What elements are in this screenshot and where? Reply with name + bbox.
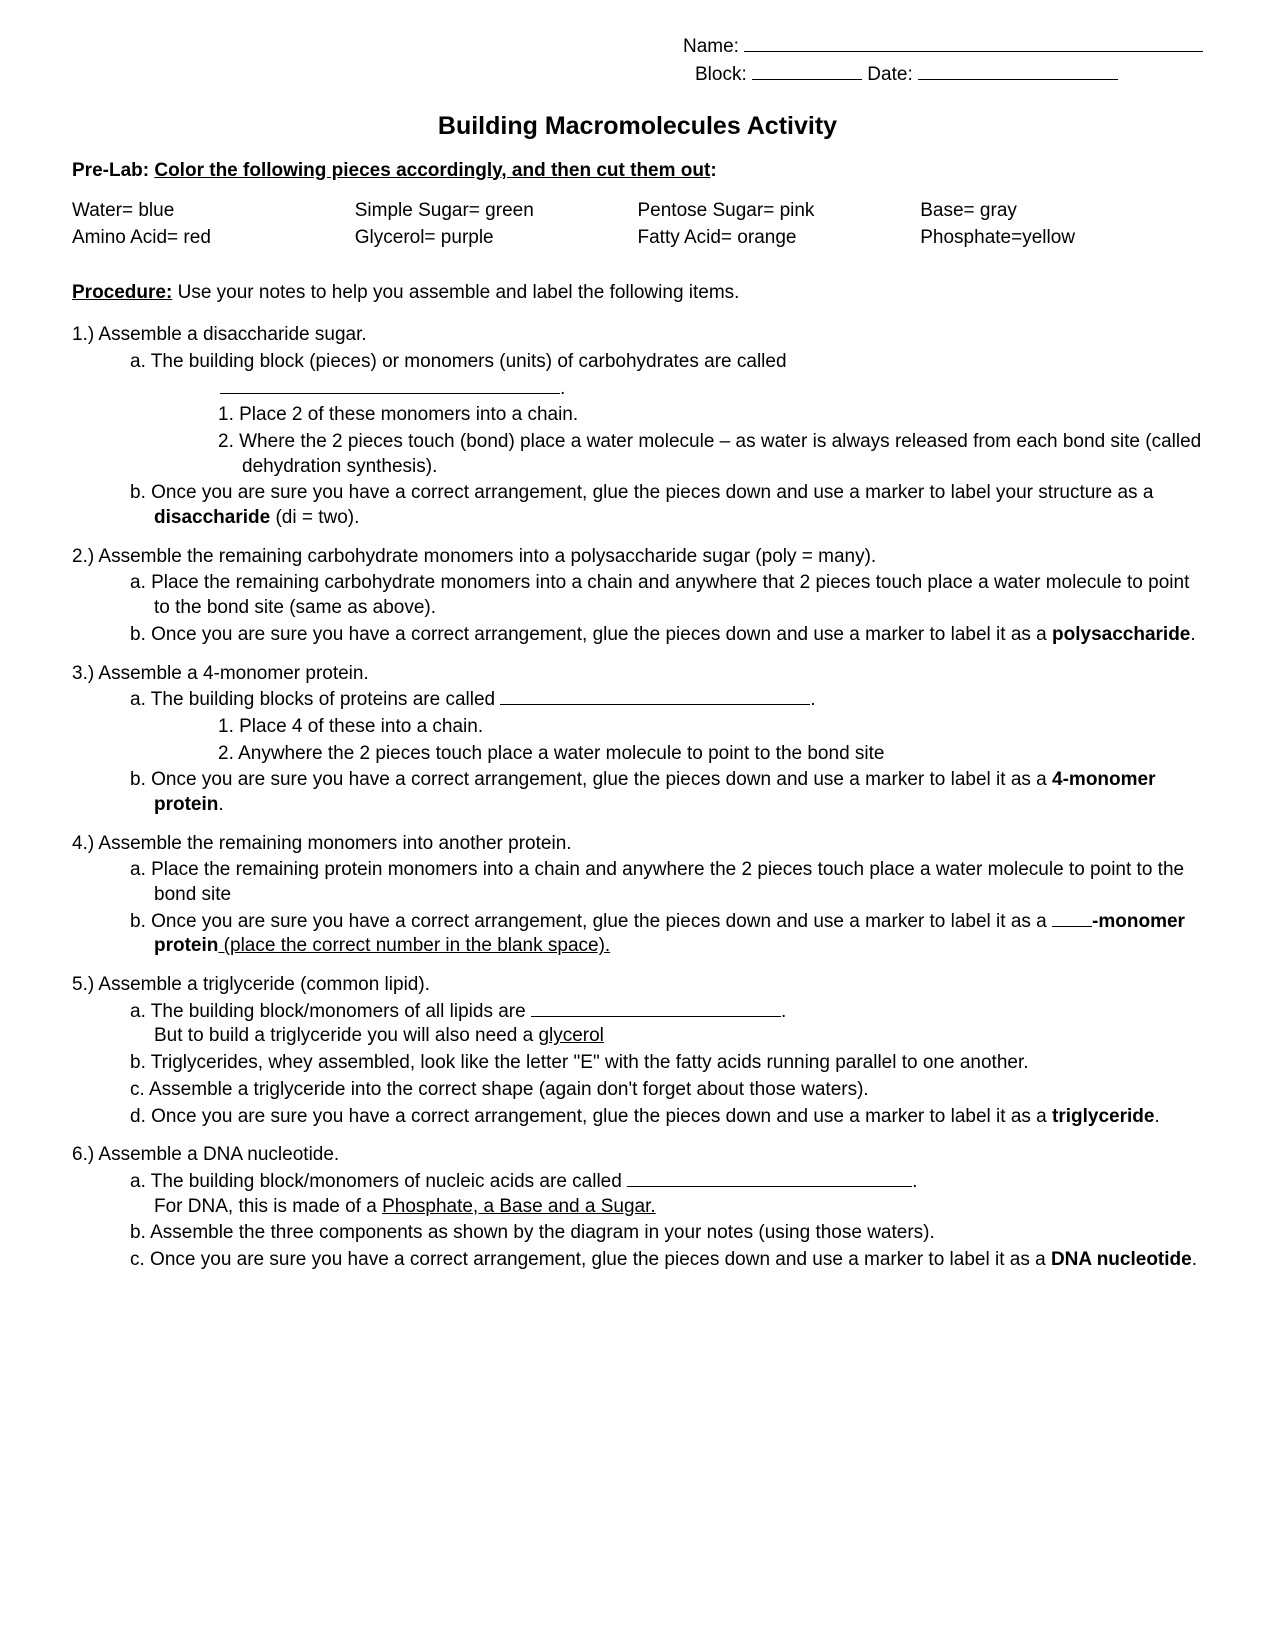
step-1-a-suffix: . (560, 378, 565, 399)
step-1-b: b. Once you are sure you have a correct … (72, 481, 1203, 530)
procedure-label: Procedure: (72, 282, 172, 303)
name-label: Name: (683, 35, 744, 60)
step-1-b-bold: disaccharide (154, 507, 270, 528)
step-6-c-bold: DNA nucleotide (1051, 1249, 1192, 1270)
prelab-line: Pre-Lab: Color the following pieces acco… (72, 159, 1203, 184)
step-3-a-blank[interactable] (500, 689, 810, 705)
step-2-b-post: . (1190, 624, 1195, 645)
step-5-a: a. The building block/monomers of all li… (72, 1000, 1203, 1049)
step-3-head: 3.) Assemble a 4-monomer protein. (72, 662, 1203, 687)
step-3: 3.) Assemble a 4-monomer protein. a. The… (72, 662, 1203, 818)
step-4-b-post: (place the correct number in the blank s… (218, 935, 610, 956)
step-5-a-post: . (781, 1001, 786, 1022)
step-6-head: 6.) Assemble a DNA nucleotide. (72, 1143, 1203, 1168)
step-2-b-pre: b. Once you are sure you have a correct … (130, 624, 1052, 645)
step-5-d-bold: triglyceride (1052, 1106, 1154, 1127)
key-phosphate: Phosphate=yellow (920, 226, 1203, 251)
color-col-3: Pentose Sugar= pink Fatty Acid= orange (638, 199, 921, 252)
step-5-head: 5.) Assemble a triglyceride (common lipi… (72, 973, 1203, 998)
step-6: 6.) Assemble a DNA nucleotide. a. The bu… (72, 1143, 1203, 1272)
step-4-b-blank[interactable] (1052, 911, 1092, 927)
step-3-sub2: 2. Anywhere the 2 pieces touch place a w… (72, 742, 1203, 767)
step-1-sub2: 2. Where the 2 pieces touch (bond) place… (72, 430, 1203, 479)
step-5-d-post: . (1154, 1106, 1159, 1127)
step-4-a: a. Place the remaining protein monomers … (72, 858, 1203, 907)
step-2-head: 2.) Assemble the remaining carbohydrate … (72, 545, 1203, 570)
step-5-d-pre: d. Once you are sure you have a correct … (130, 1106, 1052, 1127)
worksheet-page: Name: Block: Date: Building Macromolecul… (0, 0, 1275, 1651)
step-5-c: c. Assemble a triglyceride into the corr… (72, 1078, 1203, 1103)
step-6-b: b. Assemble the three components as show… (72, 1221, 1203, 1246)
step-6-a-line2-u: Phosphate, a Base and a Sugar. (382, 1196, 656, 1217)
step-6-c-pre: c. Once you are sure you have a correct … (130, 1249, 1051, 1270)
step-6-a-post: . (912, 1171, 917, 1192)
key-amino-acid: Amino Acid= red (72, 226, 355, 251)
step-4-b-pre: b. Once you are sure you have a correct … (130, 911, 1052, 932)
step-4-head: 4.) Assemble the remaining monomers into… (72, 832, 1203, 857)
procedure-text: Use your notes to help you assemble and … (172, 282, 739, 303)
key-pentose-sugar: Pentose Sugar= pink (638, 199, 921, 224)
key-simple-sugar: Simple Sugar= green (355, 199, 638, 224)
step-4: 4.) Assemble the remaining monomers into… (72, 832, 1203, 959)
page-title: Building Macromolecules Activity (72, 110, 1203, 143)
step-3-b: b. Once you are sure you have a correct … (72, 768, 1203, 817)
step-5-a-line2-pre: But to build a triglyceride you will als… (154, 1025, 538, 1046)
key-base: Base= gray (920, 199, 1203, 224)
step-3-a: a. The building blocks of proteins are c… (72, 688, 1203, 713)
block-blank[interactable] (752, 62, 862, 80)
step-1-a-blank-row: . (72, 377, 1203, 402)
step-1-a: a. The building block (pieces) or monome… (72, 350, 1203, 375)
step-3-b-post: . (218, 794, 223, 815)
step-6-a-line2-pre: For DNA, this is made of a (154, 1196, 382, 1217)
step-2-b-bold: polysaccharide (1052, 624, 1190, 645)
step-4-b: b. Once you are sure you have a correct … (72, 910, 1203, 959)
prelab-suffix: : (710, 160, 716, 181)
date-label: Date: (862, 63, 918, 88)
step-6-a-pre: a. The building block/monomers of nuclei… (130, 1171, 627, 1192)
name-blank[interactable] (744, 34, 1203, 52)
step-3-a-post: . (810, 689, 815, 710)
color-col-4: Base= gray Phosphate=yellow (920, 199, 1203, 252)
name-row: Name: (683, 34, 1203, 60)
step-5-a-blank[interactable] (531, 1001, 781, 1017)
step-6-a: a. The building block/monomers of nuclei… (72, 1170, 1203, 1219)
prelab-prefix: Pre-Lab: (72, 160, 154, 181)
procedure-line: Procedure: Use your notes to help you as… (72, 281, 1203, 306)
step-6-c: c. Once you are sure you have a correct … (72, 1248, 1203, 1273)
step-1-b-post: (di = two). (270, 507, 359, 528)
key-glycerol: Glycerol= purple (355, 226, 638, 251)
student-info-box: Name: Block: Date: (683, 34, 1203, 89)
step-5-b: b. Triglycerides, whey assembled, look l… (72, 1051, 1203, 1076)
step-1-head: 1.) Assemble a disaccharide sugar. (72, 323, 1203, 348)
step-1-a-blank[interactable] (220, 378, 560, 394)
step-2: 2.) Assemble the remaining carbohydrate … (72, 545, 1203, 648)
step-5-a-line2-u: glycerol (538, 1025, 603, 1046)
step-2-b: b. Once you are sure you have a correct … (72, 623, 1203, 648)
date-blank[interactable] (918, 62, 1118, 80)
step-3-b-pre: b. Once you are sure you have a correct … (130, 769, 1052, 790)
block-label: Block: (695, 63, 752, 88)
step-1-a-text: a. The building block (pieces) or monome… (130, 351, 787, 372)
step-5-d: d. Once you are sure you have a correct … (72, 1105, 1203, 1130)
color-col-1: Water= blue Amino Acid= red (72, 199, 355, 252)
key-fatty-acid: Fatty Acid= orange (638, 226, 921, 251)
step-5-a-pre: a. The building block/monomers of all li… (130, 1001, 531, 1022)
key-water: Water= blue (72, 199, 355, 224)
step-1-b-pre: b. Once you are sure you have a correct … (130, 482, 1153, 503)
prelab-text: Color the following pieces accordingly, … (154, 160, 710, 181)
step-1: 1.) Assemble a disaccharide sugar. a. Th… (72, 323, 1203, 531)
color-col-2: Simple Sugar= green Glycerol= purple (355, 199, 638, 252)
step-3-a-pre: a. The building blocks of proteins are c… (130, 689, 500, 710)
color-key: Water= blue Amino Acid= red Simple Sugar… (72, 199, 1203, 252)
step-1-sub1: 1. Place 2 of these monomers into a chai… (72, 403, 1203, 428)
step-2-a: a. Place the remaining carbohydrate mono… (72, 571, 1203, 620)
step-5: 5.) Assemble a triglyceride (common lipi… (72, 973, 1203, 1129)
block-date-row: Block: Date: (683, 62, 1203, 88)
step-3-sub1: 1. Place 4 of these into a chain. (72, 715, 1203, 740)
step-6-c-post: . (1192, 1249, 1197, 1270)
step-6-a-blank[interactable] (627, 1171, 912, 1187)
